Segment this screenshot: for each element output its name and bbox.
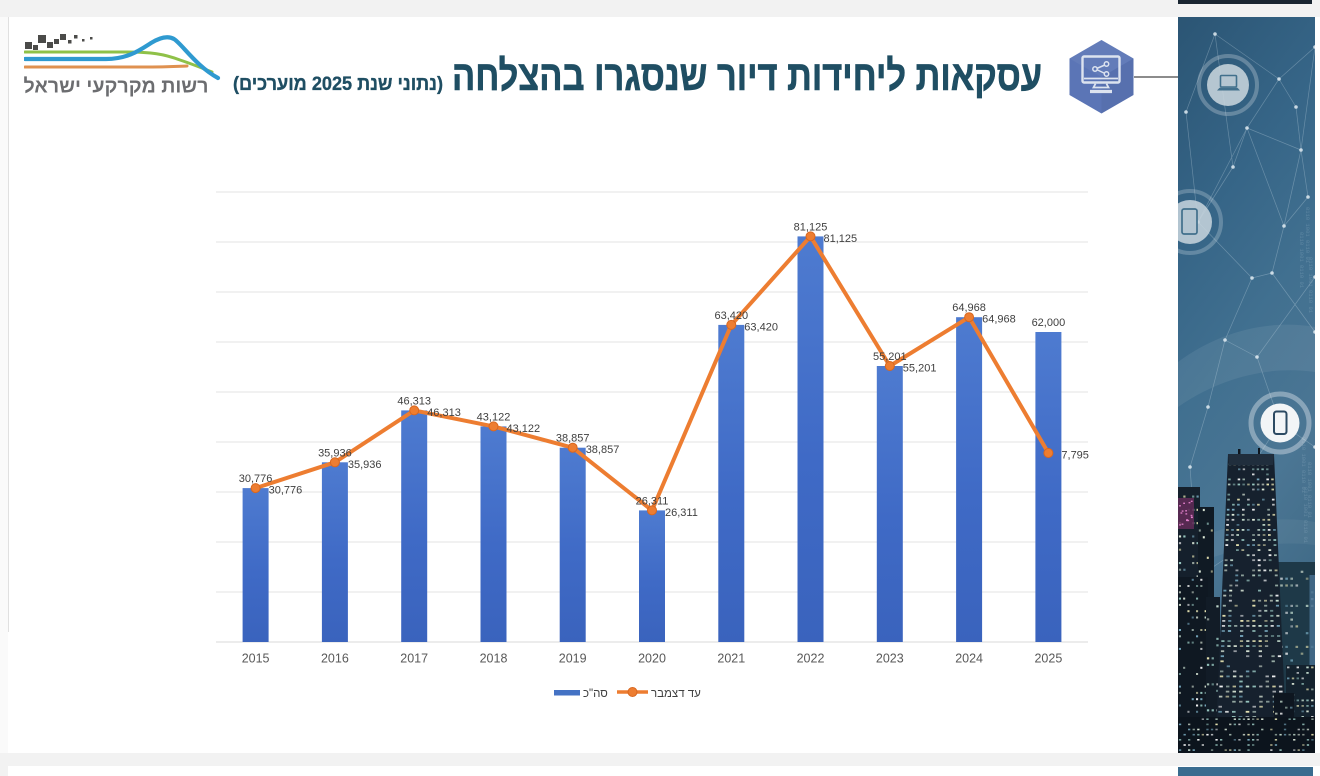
svg-text:63,420: 63,420 bbox=[744, 321, 778, 333]
svg-text:2018: 2018 bbox=[480, 652, 508, 666]
svg-text:2024: 2024 bbox=[955, 652, 983, 666]
svg-text:עסקאות ליחידות דיור שנסגרו בהצ: עסקאות ליחידות דיור שנסגרו בהצלחה bbox=[452, 52, 1042, 99]
svg-text:2020: 2020 bbox=[638, 652, 666, 666]
svg-text:2019: 2019 bbox=[559, 652, 587, 666]
svg-text:43,122: 43,122 bbox=[507, 423, 541, 435]
svg-text:81,125: 81,125 bbox=[824, 233, 858, 245]
svg-text:46,313: 46,313 bbox=[427, 407, 461, 419]
svg-text:7,795: 7,795 bbox=[1061, 450, 1089, 462]
svg-text:38,857: 38,857 bbox=[556, 433, 590, 445]
svg-text:62,000: 62,000 bbox=[1032, 317, 1066, 329]
svg-text:26,311: 26,311 bbox=[665, 507, 698, 519]
svg-text:2015: 2015 bbox=[242, 652, 270, 666]
svg-text:43,122: 43,122 bbox=[477, 411, 511, 423]
svg-text:2025: 2025 bbox=[1034, 652, 1062, 666]
svg-text:2023: 2023 bbox=[876, 652, 904, 666]
svg-text:30,776: 30,776 bbox=[269, 485, 303, 497]
svg-text:63,420: 63,420 bbox=[714, 310, 748, 322]
svg-text:0110 1001 0110 01: 0110 1001 0110 01 bbox=[1300, 437, 1307, 494]
svg-text:64,968: 64,968 bbox=[952, 302, 986, 314]
svg-text:סה"כ: סה"כ bbox=[583, 688, 608, 700]
svg-text:עד דצמבר: עד דצמבר bbox=[651, 688, 701, 700]
svg-text:0110 1001 0110 01: 0110 1001 0110 01 bbox=[1307, 257, 1314, 314]
svg-text:26,311: 26,311 bbox=[636, 495, 669, 507]
svg-text:רשות מקרקעי ישראל: רשות מקרקעי ישראל bbox=[24, 76, 209, 98]
svg-text:0110 1001 0110 01: 0110 1001 0110 01 bbox=[1304, 207, 1311, 264]
svg-text:30,776: 30,776 bbox=[239, 473, 273, 485]
svg-text:81,125: 81,125 bbox=[794, 221, 828, 233]
svg-text:55,201: 55,201 bbox=[903, 363, 937, 375]
svg-text:0110 1001 0110 01: 0110 1001 0110 01 bbox=[1302, 487, 1309, 544]
svg-text:2022: 2022 bbox=[797, 652, 825, 666]
svg-text:64,968: 64,968 bbox=[982, 314, 1016, 326]
svg-text:2016: 2016 bbox=[321, 652, 349, 666]
svg-text:0110 1001 0110 01: 0110 1001 0110 01 bbox=[1306, 462, 1313, 519]
svg-text:(נתוני שנת 2025 מוערכים): (נתוני שנת 2025 מוערכים) bbox=[233, 73, 443, 95]
svg-text:2021: 2021 bbox=[717, 652, 745, 666]
svg-text:35,936: 35,936 bbox=[348, 459, 382, 471]
svg-text:35,936: 35,936 bbox=[318, 447, 352, 459]
svg-text:2017: 2017 bbox=[400, 652, 428, 666]
svg-text:46,313: 46,313 bbox=[397, 395, 431, 407]
svg-text:55,201: 55,201 bbox=[873, 351, 907, 363]
svg-text:38,857: 38,857 bbox=[586, 444, 620, 456]
svg-text:0110 1001 0110 01: 0110 1001 0110 01 bbox=[1298, 232, 1305, 289]
